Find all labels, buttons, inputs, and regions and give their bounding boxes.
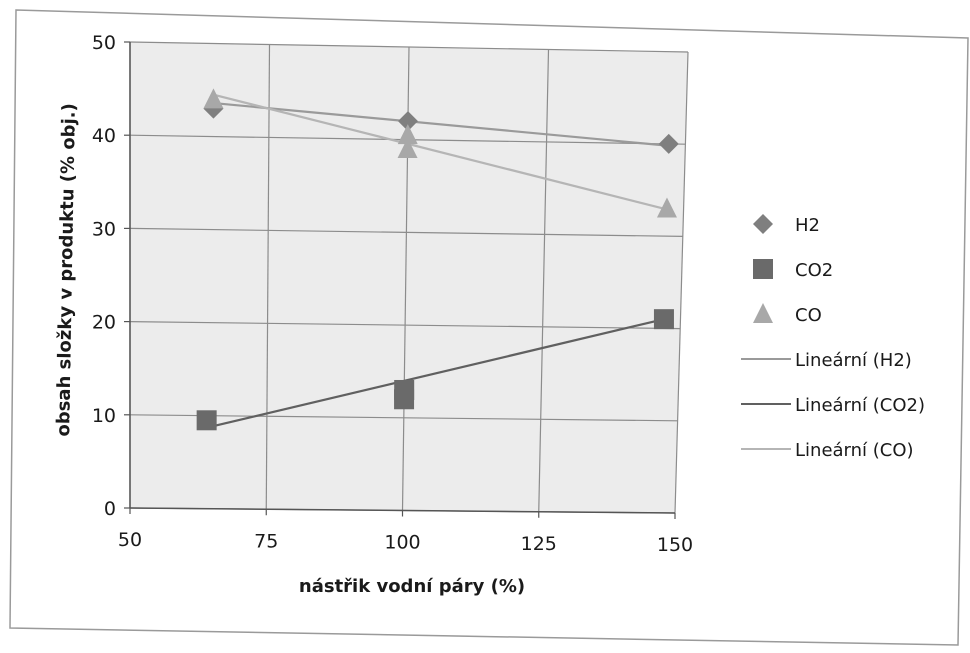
legend-label: CO2	[795, 260, 833, 281]
legend-label: Lineární (H2)	[795, 350, 912, 371]
legend: H2 CO2 CO Lineární (H2) Lineární (CO2) Lineár…	[741, 214, 925, 461]
trendline	[213, 93, 668, 211]
trendline	[206, 318, 665, 429]
trendline	[213, 101, 669, 147]
x-axis-title: nástřik vodní páry (%)	[299, 576, 525, 597]
x-tick-label: 125	[521, 533, 557, 555]
x-tick-label: 75	[254, 530, 278, 552]
y-tick-label: 10	[92, 405, 116, 427]
marker-layer	[196, 88, 679, 431]
legend-label: CO	[795, 305, 822, 326]
gridline-x	[538, 49, 550, 512]
tick-label-layer: 0 10 20 30 40 50 50 75 100 125 150	[92, 32, 693, 556]
axes-layer	[124, 41, 676, 519]
data-point	[203, 88, 224, 109]
legend-marker	[753, 214, 773, 234]
trendline-layer	[206, 93, 669, 429]
legend-label: Lineární (CO)	[795, 440, 914, 461]
data-point	[397, 137, 418, 158]
plot-area	[130, 42, 688, 513]
gridline-x	[265, 44, 271, 510]
legend-marker	[753, 259, 773, 279]
y-tick-label: 0	[104, 498, 116, 520]
data-point	[394, 389, 415, 410]
legend-marker	[753, 303, 773, 323]
data-point	[658, 133, 679, 154]
y-tick-label: 30	[92, 218, 116, 240]
x-tick-label: 150	[657, 534, 693, 556]
data-point	[653, 309, 674, 330]
y-tick-label: 50	[92, 32, 116, 54]
y-tick-label: 40	[92, 125, 116, 147]
legend-label: Lineární (CO2)	[795, 395, 925, 416]
data-point	[397, 111, 418, 132]
data-point	[656, 197, 677, 218]
x-tick-label: 100	[384, 532, 420, 554]
data-point	[196, 410, 217, 431]
x-tick-label: 50	[118, 529, 142, 551]
gridline-x	[674, 51, 689, 514]
data-point	[397, 124, 418, 145]
y-tick-label: 20	[92, 312, 116, 334]
legend-label: H2	[795, 215, 820, 236]
